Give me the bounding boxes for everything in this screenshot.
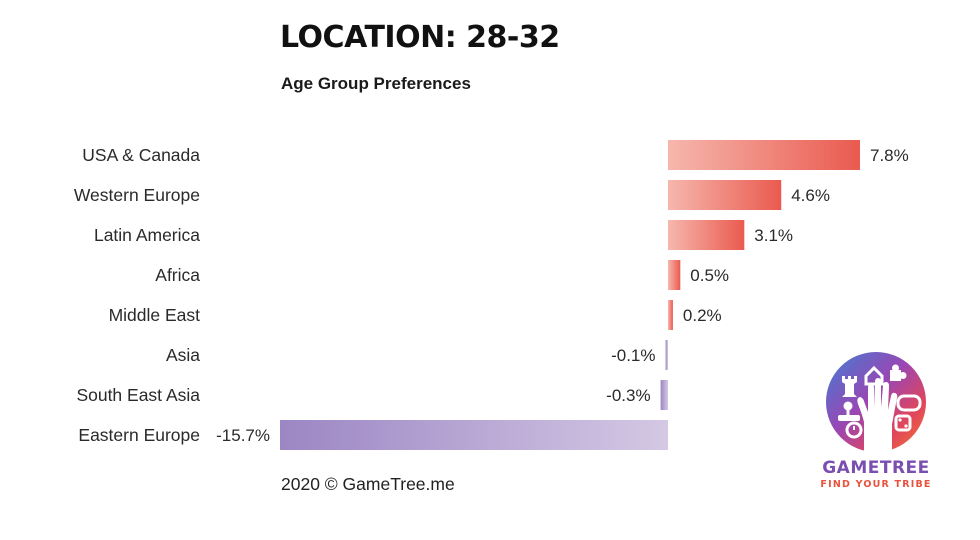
- bar-usa-and-canada: [668, 140, 860, 170]
- bar-eastern-europe: [280, 420, 668, 450]
- category-label-western-europe: Western Europe: [74, 185, 200, 205]
- bar-asia: [665, 340, 668, 370]
- bar-western-europe: [668, 180, 782, 210]
- category-label-latin-america: Latin America: [94, 225, 200, 245]
- value-label-africa: 0.5%: [690, 266, 729, 285]
- category-label-africa: Africa: [155, 265, 200, 285]
- category-label-south-east-asia: South East Asia: [76, 385, 200, 405]
- logo-tagline: FIND YOUR TRIBE: [820, 479, 932, 490]
- chart-title: LOCATION: 28-32: [280, 20, 560, 55]
- category-label-eastern-europe: Eastern Europe: [78, 425, 200, 445]
- category-label-asia: Asia: [166, 345, 200, 365]
- category-label-usa-and-canada: USA & Canada: [82, 145, 200, 165]
- bar-latin-america: [668, 220, 745, 250]
- logo-wordmark: GAMETREE: [822, 458, 930, 478]
- value-label-eastern-europe: -15.7%: [216, 426, 270, 445]
- bar-africa: [668, 260, 681, 290]
- value-label-asia: -0.1%: [611, 346, 655, 365]
- bar-middle-east: [668, 300, 673, 330]
- value-label-middle-east: 0.2%: [683, 306, 722, 325]
- gametree-logo-icon: [826, 352, 926, 456]
- value-label-usa-and-canada: 7.8%: [870, 146, 909, 165]
- bar-south-east-asia: [660, 380, 668, 410]
- gametree-logo: GAMETREE FIND YOUR TRIBE: [820, 352, 932, 490]
- category-label-middle-east: Middle East: [109, 305, 201, 325]
- value-label-western-europe: 4.6%: [791, 186, 830, 205]
- value-label-south-east-asia: -0.3%: [606, 386, 650, 405]
- value-label-latin-america: 3.1%: [754, 226, 793, 245]
- copyright-footer: 2020 © GameTree.me: [281, 474, 455, 494]
- chart-subtitle: Age Group Preferences: [281, 74, 471, 93]
